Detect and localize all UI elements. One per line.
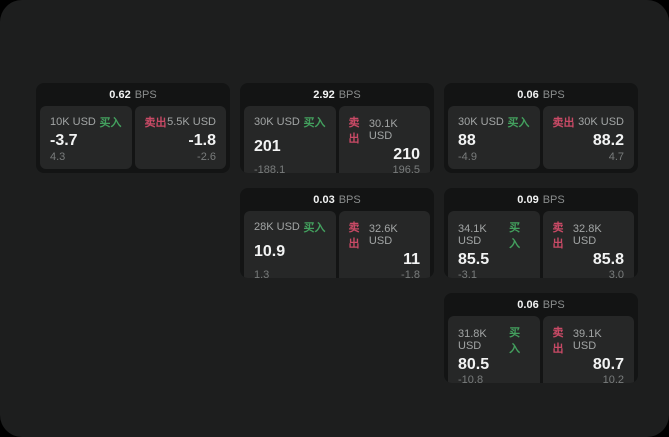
buy-pane[interactable]: 34.1K USD 买入 85.5 -3.1 <box>448 211 540 278</box>
buy-amount: 28K USD <box>254 221 300 233</box>
buy-pane[interactable]: 28K USD 买入 10.9 1.3 <box>244 211 336 278</box>
sell-price: -1.8 <box>188 131 216 149</box>
bps-value: 0.03 <box>313 193 335 206</box>
bps-unit: BPS <box>338 88 361 101</box>
buy-price: 85.5 <box>458 251 490 268</box>
quote-card: 0.09 BPS 34.1K USD 买入 85.5 -3.1 卖出 32.8K… <box>444 188 638 278</box>
sell-pane[interactable]: 卖出 32.8K USD 85.8 3.0 <box>542 211 634 278</box>
sell-side-label: 卖出 <box>348 222 360 250</box>
sell-pane[interactable]: 卖出 30K USD 88.2 4.7 <box>542 106 634 169</box>
quote-body: 30K USD 买入 88 -4.9 卖出 30K USD 88.2 4.7 <box>444 106 638 173</box>
quote-body: 34.1K USD 买入 85.5 -3.1 卖出 32.8K USD 85.8… <box>444 211 638 278</box>
bps-unit: BPS <box>542 298 565 311</box>
buy-price: 88 <box>458 131 476 149</box>
sell-side-label: 卖出 <box>552 117 575 129</box>
sell-amount: 5.5K USD <box>167 116 216 128</box>
quote-card: 0.03 BPS 28K USD 买入 10.9 1.3 卖出 32.6K US… <box>240 188 434 278</box>
quote-card: 0.62 BPS 10K USD 买入 -3.7 4.3 卖出 5.5K USD <box>36 83 230 173</box>
quote-card: 2.92 BPS 30K USD 买入 201 -188.1 卖出 30.1K … <box>240 83 434 173</box>
sell-side-label: 卖出 <box>348 117 360 145</box>
buy-pane[interactable]: 30K USD 买入 88 -4.9 <box>448 106 540 169</box>
buy-side-label: 买入 <box>509 222 521 250</box>
sell-pane[interactable]: 卖出 32.6K USD 11 -1.8 <box>338 211 430 278</box>
bps-header: 2.92 BPS <box>240 83 434 106</box>
buy-delta: -10.8 <box>458 373 484 383</box>
buy-delta: -188.1 <box>254 163 286 173</box>
sell-amount: 39.1K USD <box>572 328 602 352</box>
sell-price: 85.8 <box>592 251 624 268</box>
sell-delta: -1.8 <box>401 268 420 278</box>
buy-amount: 30K USD <box>254 116 300 128</box>
buy-amount: 31.8K USD <box>458 328 487 352</box>
bps-unit: BPS <box>134 88 157 101</box>
sell-delta: 4.7 <box>608 151 624 163</box>
quote-body: 30K USD 买入 201 -188.1 卖出 30.1K USD 210 1… <box>240 106 434 173</box>
sell-amount: 30K USD <box>578 116 624 128</box>
buy-price: -3.7 <box>50 131 78 149</box>
buy-pane[interactable]: 10K USD 买入 -3.7 4.3 <box>40 106 132 169</box>
buy-side-label: 买入 <box>99 117 122 129</box>
bps-header: 0.03 BPS <box>240 188 434 211</box>
bps-unit: BPS <box>542 193 565 206</box>
quote-card: 0.06 BPS 30K USD 买入 88 -4.9 卖出 30K USD <box>444 83 638 173</box>
sell-delta: 3.0 <box>608 268 624 278</box>
sell-delta: 10.2 <box>602 373 624 383</box>
buy-side-label: 买入 <box>509 327 521 355</box>
bps-header: 0.09 BPS <box>444 188 638 211</box>
quote-body: 28K USD 买入 10.9 1.3 卖出 32.6K USD 11 -1.8 <box>240 211 434 278</box>
buy-amount: 10K USD <box>50 116 96 128</box>
sell-price: 210 <box>393 146 420 163</box>
bps-header: 0.06 BPS <box>444 293 638 316</box>
sell-side-label: 卖出 <box>552 222 564 250</box>
quote-card: 0.06 BPS 31.8K USD 买入 80.5 -10.8 卖出 39.1… <box>444 293 638 383</box>
buy-delta: 4.3 <box>50 151 66 163</box>
sell-amount: 32.6K USD <box>368 223 398 247</box>
quote-body: 10K USD 买入 -3.7 4.3 卖出 5.5K USD -1.8 -2.… <box>36 106 230 173</box>
bps-header: 0.62 BPS <box>36 83 230 106</box>
sell-pane[interactable]: 卖出 5.5K USD -1.8 -2.6 <box>134 106 226 169</box>
buy-delta: -4.9 <box>458 151 477 163</box>
bps-value: 2.92 <box>313 88 335 101</box>
buy-pane[interactable]: 30K USD 买入 201 -188.1 <box>244 106 336 173</box>
buy-delta: 1.3 <box>254 268 270 278</box>
quote-grid: 0.62 BPS 10K USD 买入 -3.7 4.3 卖出 5.5K USD <box>36 83 638 383</box>
sell-price: 11 <box>403 251 420 268</box>
buy-amount: 30K USD <box>458 116 504 128</box>
buy-side-label: 买入 <box>507 117 530 129</box>
buy-delta: -3.1 <box>458 268 477 278</box>
sell-price: 80.7 <box>592 356 624 373</box>
buy-side-label: 买入 <box>303 222 326 234</box>
sell-amount: 32.8K USD <box>572 223 602 247</box>
sell-price: 88.2 <box>592 131 624 149</box>
bps-value: 0.06 <box>517 88 539 101</box>
sell-side-label: 卖出 <box>552 327 564 355</box>
buy-price: 80.5 <box>458 356 490 373</box>
bps-value: 0.62 <box>109 88 131 101</box>
bps-unit: BPS <box>542 88 565 101</box>
buy-pane[interactable]: 31.8K USD 买入 80.5 -10.8 <box>448 316 540 383</box>
buy-price: 201 <box>254 138 281 155</box>
quote-body: 31.8K USD 买入 80.5 -10.8 卖出 39.1K USD 80.… <box>444 316 638 383</box>
buy-side-label: 买入 <box>303 117 326 129</box>
bps-value: 0.06 <box>517 298 539 311</box>
sell-amount: 30.1K USD <box>368 118 398 142</box>
sell-pane[interactable]: 卖出 30.1K USD 210 196.5 <box>338 106 430 173</box>
bps-header: 0.06 BPS <box>444 83 638 106</box>
bps-unit: BPS <box>338 193 361 206</box>
sell-side-label: 卖出 <box>144 117 167 129</box>
buy-price: 10.9 <box>254 243 286 260</box>
sell-delta: -2.6 <box>197 151 216 163</box>
bps-value: 0.09 <box>517 193 539 206</box>
sell-pane[interactable]: 卖出 39.1K USD 80.7 10.2 <box>542 316 634 383</box>
sell-delta: 196.5 <box>392 163 420 173</box>
buy-amount: 34.1K USD <box>458 223 487 247</box>
